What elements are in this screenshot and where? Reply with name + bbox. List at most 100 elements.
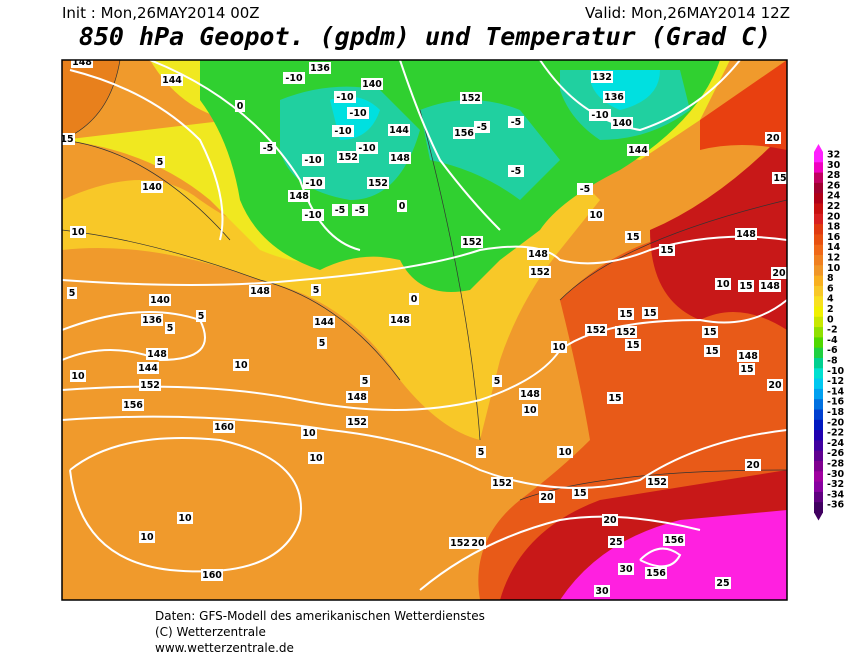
label-box xyxy=(347,107,369,119)
contour-label: 140 xyxy=(150,295,170,306)
colorbar-label: -30 xyxy=(827,469,845,480)
label-box xyxy=(146,348,168,360)
label-box xyxy=(759,280,781,292)
label-box xyxy=(608,536,624,548)
contour-label: 10 xyxy=(523,405,537,416)
label-box xyxy=(141,181,163,193)
contour-label: 152 xyxy=(338,152,358,163)
colorbar-label: 30 xyxy=(827,160,841,171)
label-box xyxy=(645,567,667,579)
label-box xyxy=(603,91,625,103)
contour-label: 144 xyxy=(138,363,158,374)
contour-label: 10 xyxy=(71,227,85,238)
contour-label: -5 xyxy=(477,122,488,133)
label-box xyxy=(332,125,354,137)
label-box xyxy=(607,392,623,404)
contour-label: 15 xyxy=(739,281,752,292)
contour-label: -10 xyxy=(285,73,303,84)
label-box xyxy=(397,200,407,212)
colorbar-label: 10 xyxy=(827,263,841,274)
label-box xyxy=(739,363,755,375)
footer-line: Daten: GFS-Modell des amerikanischen Wet… xyxy=(155,609,485,623)
contour-label: -5 xyxy=(580,184,591,195)
map-labels: 148144136140-10-10-10152-5156132136-1014… xyxy=(62,60,787,597)
colorbar-label: -36 xyxy=(827,500,845,511)
contour-label: 156 xyxy=(646,568,666,579)
colorbar-cell xyxy=(814,450,823,462)
colorbar-cell xyxy=(814,327,823,338)
colorbar-label: 4 xyxy=(827,294,834,305)
map: 148144136140-10-10-10152-5156132136-1014… xyxy=(62,60,787,600)
label-box xyxy=(213,421,235,433)
colorbar-label: 24 xyxy=(827,191,841,202)
colorbar-label: 8 xyxy=(827,273,834,284)
colorbar-cell xyxy=(814,409,823,421)
contour-label: 152 xyxy=(461,93,481,104)
colorbar-cell xyxy=(814,502,823,513)
colorbar-cell xyxy=(814,224,823,235)
label-box xyxy=(738,280,754,292)
label-box xyxy=(346,391,368,403)
colorbar-label: -4 xyxy=(827,335,838,346)
colorbar-label: -10 xyxy=(827,366,845,377)
contour-label: 152 xyxy=(586,325,606,336)
label-box xyxy=(139,379,161,391)
contour-label: 152 xyxy=(616,327,636,338)
colorbar-label: 2 xyxy=(827,304,834,315)
label-box xyxy=(313,316,335,328)
colorbar-cell xyxy=(814,213,823,225)
colorbar-cell xyxy=(814,162,823,174)
contour-label: 132 xyxy=(592,72,612,83)
contour-label: 20 xyxy=(603,515,617,526)
field xyxy=(280,70,690,200)
colorbar-cell xyxy=(814,388,823,400)
colorbar-cell xyxy=(814,337,823,349)
contour-label: 20 xyxy=(768,380,782,391)
label-box xyxy=(356,142,378,154)
init-text: Init : Mon,26MAY2014 00Z xyxy=(62,4,260,22)
label-box xyxy=(389,314,411,326)
contour-label: 148 xyxy=(528,249,548,260)
field xyxy=(330,70,660,140)
contour-label: 148 xyxy=(289,191,309,202)
colorbar-cell xyxy=(814,265,823,277)
colorbar-cell xyxy=(814,419,823,431)
colorbar-cell xyxy=(814,193,823,204)
contour-label: -10 xyxy=(349,108,367,119)
colorbar-cell xyxy=(814,399,823,410)
contour-label: 136 xyxy=(604,92,624,103)
contour-label: 10 xyxy=(309,453,323,464)
contour-label: 15 xyxy=(703,327,716,338)
contour-label: -5 xyxy=(511,166,522,177)
colorbar-cap xyxy=(814,144,823,152)
contour-label: 15 xyxy=(626,232,639,243)
contour-label: 148 xyxy=(347,392,367,403)
colorbar-label: -32 xyxy=(827,479,844,490)
label-box xyxy=(122,399,144,411)
label-box xyxy=(409,293,419,305)
label-box xyxy=(249,285,271,297)
colorbar-cell xyxy=(814,347,823,359)
label-box xyxy=(334,91,356,103)
colorbar-cell xyxy=(814,296,823,307)
label-box xyxy=(389,152,411,164)
label-box xyxy=(627,144,649,156)
field xyxy=(500,130,787,600)
colorbar-label: 6 xyxy=(827,283,834,294)
contour-label: 5 xyxy=(494,376,501,387)
colorbar-label: -24 xyxy=(827,438,845,449)
label-box xyxy=(317,337,327,349)
contour-label: 10 xyxy=(589,210,603,221)
label-box xyxy=(615,326,637,338)
colorbar-label: -18 xyxy=(827,407,845,418)
field xyxy=(700,60,787,150)
label-box xyxy=(70,370,86,382)
label-box xyxy=(476,446,486,458)
contour-label: -10 xyxy=(358,143,376,154)
contour-label: 140 xyxy=(612,118,632,129)
contour-label: 15 xyxy=(608,393,621,404)
contour-label: -5 xyxy=(355,205,366,216)
contour-label: -5 xyxy=(263,143,274,154)
contour-label: -10 xyxy=(334,126,352,137)
label-box xyxy=(361,78,383,90)
